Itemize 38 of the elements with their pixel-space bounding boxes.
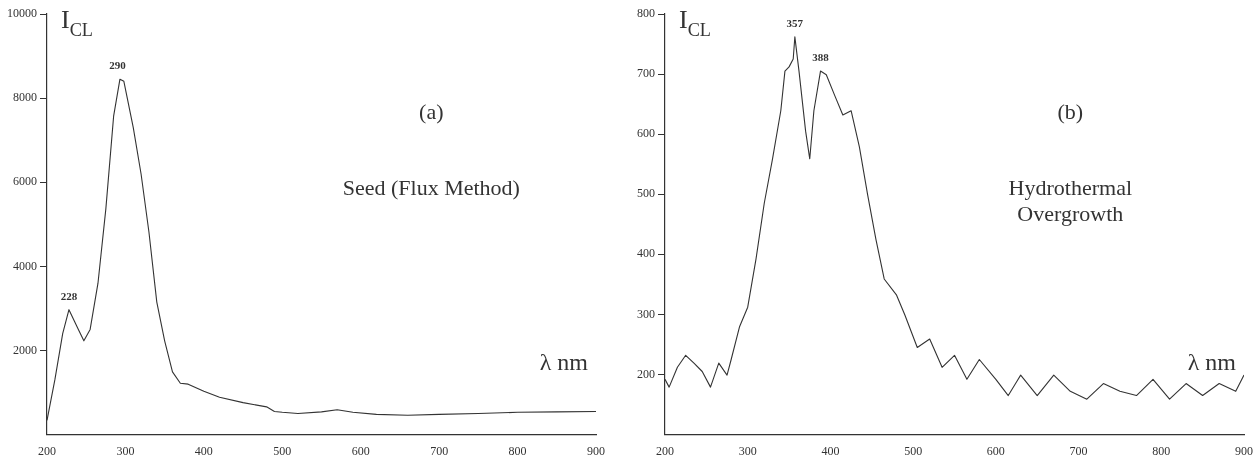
x-tick-label: 900: [1235, 443, 1253, 458]
y-tick-label: 700: [637, 66, 655, 81]
x-tick-label: 400: [821, 443, 840, 458]
y-tick-label: 6000: [13, 174, 37, 189]
x-tick-label: 800: [508, 443, 527, 458]
annotation: 290: [109, 59, 127, 72]
text: (b): [1057, 99, 1084, 125]
x-tick-label: 500: [904, 443, 923, 458]
y-tick-label: 200: [637, 366, 655, 381]
y-tick-label: 4000: [13, 258, 37, 273]
annotation: Hydrothermal Overgrowth: [1008, 174, 1132, 226]
annotation: 357: [786, 16, 804, 29]
x-tick-label: 600: [351, 443, 370, 458]
y-tick-label: 800: [637, 6, 655, 21]
annotation: 228: [60, 289, 78, 302]
x-tick-label: 900: [587, 443, 605, 458]
annotation: 388: [812, 51, 830, 64]
y-tick-label: 2000: [13, 342, 37, 357]
y-tick-label: 10000: [7, 6, 37, 21]
x-tick-label: 700: [430, 443, 449, 458]
x-tick-label: 600: [986, 443, 1005, 458]
x-tick-label: 300: [738, 443, 757, 458]
x-axis-title: λ nm: [539, 348, 589, 375]
x-tick-label: 500: [273, 443, 292, 458]
x-tick-label: 800: [1152, 443, 1171, 458]
text: (a): [419, 99, 444, 125]
y-tick-label: 600: [637, 126, 655, 141]
x-tick-label: 700: [1069, 443, 1088, 458]
y-tick-label: 300: [637, 306, 655, 321]
x-axis-title: λ nm: [1187, 348, 1237, 375]
y-tick-label: 8000: [13, 90, 37, 105]
y-tick-label: 500: [637, 186, 655, 201]
x-tick-label: 300: [116, 443, 135, 458]
x-tick-label: 200: [656, 443, 674, 458]
x-tick-label: 400: [194, 443, 213, 458]
annotation: Seed (Flux Method): [342, 174, 520, 200]
y-tick-label: 400: [637, 246, 655, 261]
x-tick-label: 200: [38, 443, 56, 458]
